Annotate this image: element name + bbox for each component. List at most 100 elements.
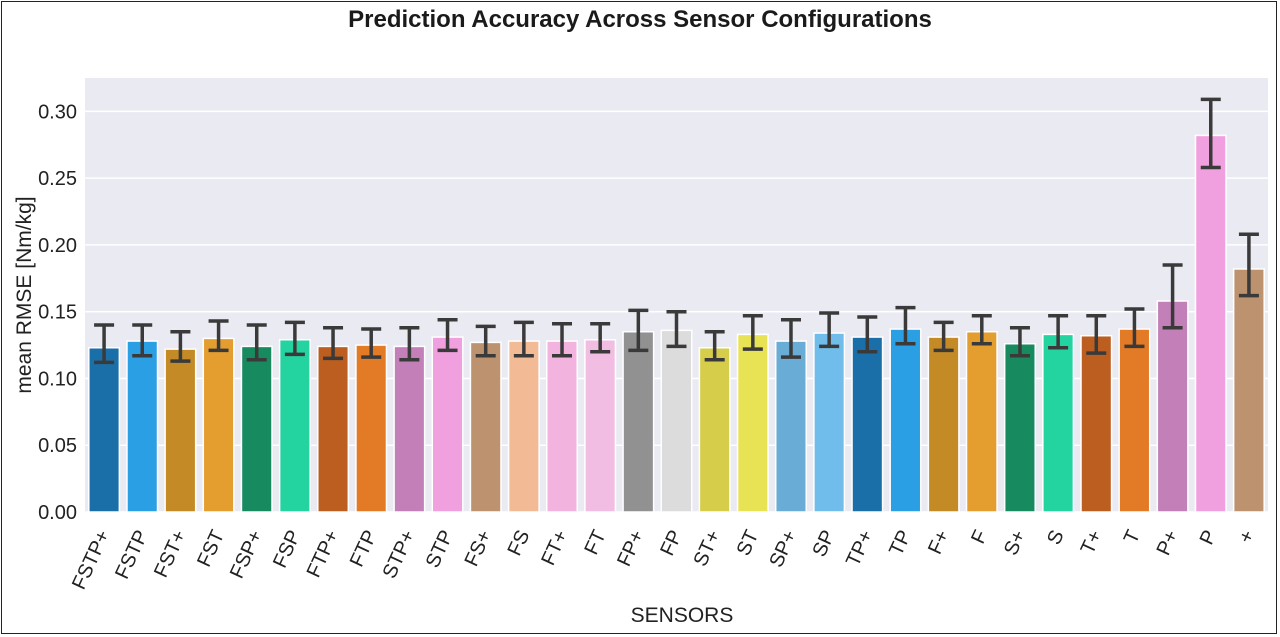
- error-bar: [513, 320, 534, 358]
- error-bar: [742, 313, 763, 351]
- x-tick-label: FT+: [537, 527, 572, 569]
- x-tick-label: T+: [1077, 527, 1107, 558]
- error-bar: [399, 325, 420, 362]
- y-tick-label: 0.15: [38, 302, 77, 324]
- x-axis-label: SENSORS: [631, 604, 734, 627]
- error-bar: [361, 327, 382, 359]
- error-bar: [933, 320, 954, 353]
- error-bar: [628, 308, 649, 353]
- error-bar: [857, 315, 878, 354]
- bar: [1194, 134, 1227, 513]
- error-bar: [208, 319, 229, 353]
- x-tick-label: FS+: [461, 527, 497, 570]
- error-bar: [666, 309, 687, 349]
- error-bar: [895, 305, 916, 346]
- bar: [507, 340, 540, 513]
- error-bar: [1048, 313, 1069, 350]
- bar: [698, 346, 731, 513]
- error-bar: [552, 321, 573, 358]
- bar: [88, 346, 121, 513]
- x-tick-label: FTP+: [303, 527, 344, 581]
- bar: [431, 336, 464, 513]
- bar: [317, 345, 350, 513]
- x-tick-label: S: [1043, 527, 1069, 548]
- x-tick-label: TP: [885, 527, 916, 559]
- error-bar: [323, 325, 344, 361]
- y-tick-label: 0.10: [38, 368, 77, 390]
- bar: [889, 328, 922, 513]
- bar: [774, 340, 807, 513]
- bar: [851, 336, 884, 513]
- bar: [1118, 328, 1151, 513]
- error-bar: [1009, 325, 1030, 358]
- x-tick-label: F+: [924, 527, 954, 558]
- x-tick-label: FTP: [346, 527, 382, 571]
- error-bar: [437, 317, 458, 353]
- error-bar: [284, 320, 305, 357]
- bar: [927, 336, 960, 513]
- error-bar: [971, 313, 992, 346]
- x-tick-label: FSP: [269, 527, 305, 572]
- x-tick-label: ST+: [690, 527, 726, 570]
- x-tick-label: FST: [193, 527, 229, 571]
- y-axis-label: mean RMSE [Nm/kg]: [13, 196, 36, 393]
- error-bar: [170, 329, 191, 363]
- bar: [813, 332, 846, 513]
- bar: [469, 341, 502, 513]
- bars: [88, 134, 1265, 513]
- bar: [355, 344, 388, 513]
- bar: [126, 340, 159, 513]
- error-bar: [94, 323, 115, 365]
- bar: [1080, 334, 1113, 513]
- bar: [1232, 268, 1265, 513]
- x-tick-label: T: [1120, 527, 1145, 547]
- bar: [278, 338, 311, 513]
- error-bar: [246, 323, 267, 362]
- bar: [1003, 342, 1036, 513]
- x-tick-label: FSTP: [111, 527, 153, 583]
- bar: [1042, 333, 1075, 513]
- x-tick-label: FSP+: [226, 527, 267, 582]
- bar: [240, 345, 273, 513]
- x-tick-label: P+: [1153, 527, 1184, 559]
- bar: [736, 333, 769, 513]
- y-tick-label: 0.30: [38, 101, 77, 123]
- x-tick-label: P: [1196, 527, 1222, 548]
- x-tick-label: S+: [1000, 527, 1031, 559]
- x-tick-label: +: [1235, 527, 1260, 547]
- error-bars: [94, 97, 1259, 365]
- x-tick-label: ST: [733, 527, 764, 559]
- y-tick-labels: 0.00 0.05 0.10 0.15 0.20 0.25 0.30: [38, 101, 77, 524]
- error-bar: [819, 311, 840, 349]
- error-bar: [132, 323, 153, 358]
- bar: [393, 345, 426, 513]
- x-tick-label: FSTP+: [68, 527, 114, 593]
- x-tick-label: SP: [808, 527, 839, 560]
- error-bar: [1238, 232, 1259, 298]
- error-bar: [1162, 263, 1183, 330]
- x-tick-label: FS: [504, 527, 535, 559]
- x-tick-label: FP+: [613, 527, 649, 570]
- x-tick-label: SP+: [765, 527, 801, 571]
- error-bar: [704, 329, 725, 362]
- bar: [965, 330, 998, 513]
- bar: [622, 330, 655, 513]
- bar: [660, 329, 693, 513]
- bar: [164, 348, 197, 513]
- error-bar: [1200, 97, 1221, 170]
- x-tick-label: STP+: [379, 527, 420, 582]
- error-bar: [1124, 307, 1145, 349]
- x-tick-label: FP: [656, 527, 687, 559]
- chart-title: Prediction Accuracy Across Sensor Config…: [348, 6, 932, 33]
- bar: [202, 337, 235, 513]
- x-tick-label: FST+: [150, 527, 191, 581]
- bar: [546, 340, 579, 513]
- y-tick-label: 0.25: [38, 168, 77, 190]
- x-tick-label: STP: [422, 527, 458, 572]
- x-tick-label: TP+: [842, 527, 878, 570]
- y-tick-label: 0.05: [38, 435, 77, 457]
- bar: [1156, 300, 1189, 513]
